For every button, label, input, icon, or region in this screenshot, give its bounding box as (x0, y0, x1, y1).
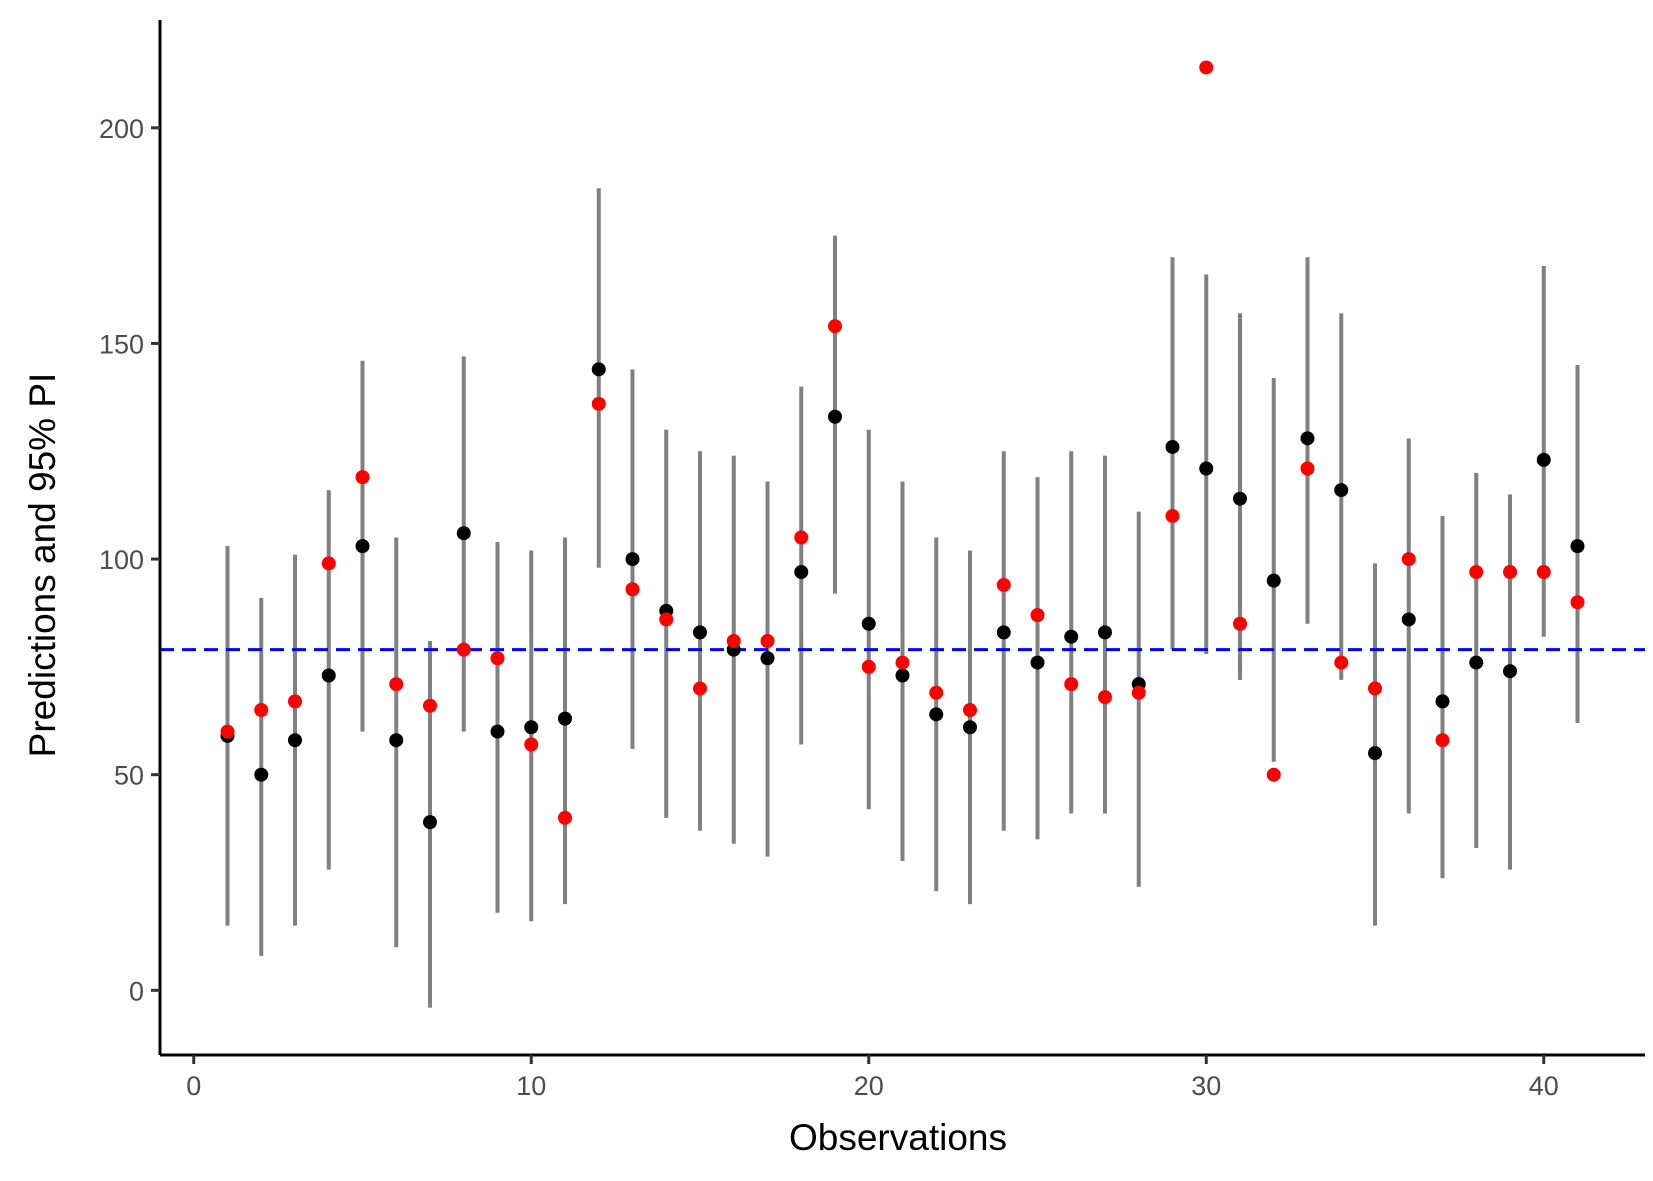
tick-label-layer: 0 10 20 30 40 0 50 100 150 200 (99, 114, 1559, 1101)
observed-point (1030, 608, 1045, 623)
x-tick-label: 40 (1529, 1071, 1559, 1101)
x-tick-label: 20 (854, 1071, 884, 1101)
prediction-point (963, 720, 977, 735)
observed-point (929, 685, 944, 700)
observed-point (1064, 677, 1079, 692)
prediction-point (423, 815, 437, 830)
prediction-point (760, 651, 775, 666)
observed-point (524, 737, 539, 752)
observed-point (1165, 508, 1180, 523)
prediction-point (1334, 483, 1349, 498)
axes-layer (151, 20, 1645, 1064)
prediction-point (389, 733, 404, 748)
observed-point (1131, 685, 1146, 700)
observed-point (1266, 767, 1281, 782)
y-tick-label: 100 (99, 545, 144, 575)
prediction-point (321, 668, 336, 683)
x-tick-label: 0 (186, 1071, 201, 1101)
observed-point (625, 582, 640, 597)
prediction-point (861, 616, 876, 631)
prediction-point (1300, 431, 1315, 446)
prediction-point (828, 409, 842, 424)
prediction-point (1503, 664, 1517, 679)
y-tick-label: 50 (114, 761, 144, 791)
prediction-point (1536, 452, 1551, 467)
prediction-point (591, 362, 606, 377)
prediction-point (1266, 573, 1281, 588)
x-tick-label: 10 (516, 1071, 546, 1101)
observed-point (726, 634, 741, 648)
y-tick-label: 150 (99, 329, 144, 359)
prediction-point (254, 767, 269, 782)
prediction-point (895, 668, 910, 683)
observed-point (1334, 655, 1349, 670)
prediction-point (1435, 694, 1450, 709)
observed-point (1233, 616, 1247, 631)
observed-point (288, 694, 302, 709)
x-tick-label: 30 (1191, 1071, 1221, 1101)
y-axis-title: Predictions and 95% PI (22, 373, 63, 758)
prediction-point (794, 565, 809, 579)
prediction-point (929, 707, 944, 722)
observed-point (558, 810, 572, 825)
observed-point (254, 703, 269, 717)
observed-point (423, 698, 437, 713)
prediction-point (1064, 629, 1079, 644)
x-axis-title: Observations (789, 1117, 1007, 1158)
observed-point (1570, 595, 1585, 610)
y-tick-label: 200 (99, 114, 144, 144)
observed-point (591, 396, 606, 411)
observed-point (389, 677, 404, 692)
prediction-point (1030, 655, 1045, 670)
observed-point (1098, 690, 1112, 705)
observed-point (693, 681, 707, 696)
observed-point (794, 530, 809, 545)
observed-point (1435, 733, 1450, 748)
prediction-point (693, 625, 707, 640)
prediction-point (355, 539, 370, 554)
observed-point (963, 703, 977, 717)
prediction-point (625, 552, 640, 567)
observed-point (1368, 681, 1382, 696)
observed-layer (220, 60, 1585, 825)
observed-point (1300, 461, 1315, 476)
observed-point (996, 577, 1011, 592)
observed-point (1469, 565, 1484, 579)
observed-point (456, 642, 471, 657)
prediction-point (1401, 612, 1416, 627)
prediction-point (1233, 491, 1247, 506)
observed-point (760, 634, 775, 648)
prediction-point (558, 711, 572, 726)
observed-point (490, 651, 505, 666)
prediction-point (524, 720, 539, 735)
prediction-point (1165, 439, 1180, 454)
observed-point (1199, 60, 1214, 75)
observed-point (828, 319, 842, 334)
prediction-point (1368, 746, 1382, 761)
observed-point (1401, 552, 1416, 567)
observed-point (1503, 565, 1517, 579)
observed-point (861, 659, 876, 674)
prediction-point (1469, 655, 1484, 670)
observed-point (321, 556, 336, 571)
prediction-point (1098, 625, 1112, 640)
prediction-point (996, 625, 1011, 640)
prediction-layer (220, 362, 1585, 830)
observed-point (1536, 565, 1551, 579)
observed-point (895, 655, 910, 670)
observed-point (659, 612, 674, 627)
prediction-point (456, 526, 471, 541)
observed-point (220, 724, 235, 739)
prediction-point (1570, 539, 1585, 554)
observed-point (355, 470, 370, 485)
prediction-point (1199, 461, 1214, 476)
y-tick-label: 0 (129, 976, 144, 1006)
prediction-point (288, 733, 302, 748)
interval-layer (225, 188, 1580, 1008)
prediction-point (490, 724, 505, 739)
